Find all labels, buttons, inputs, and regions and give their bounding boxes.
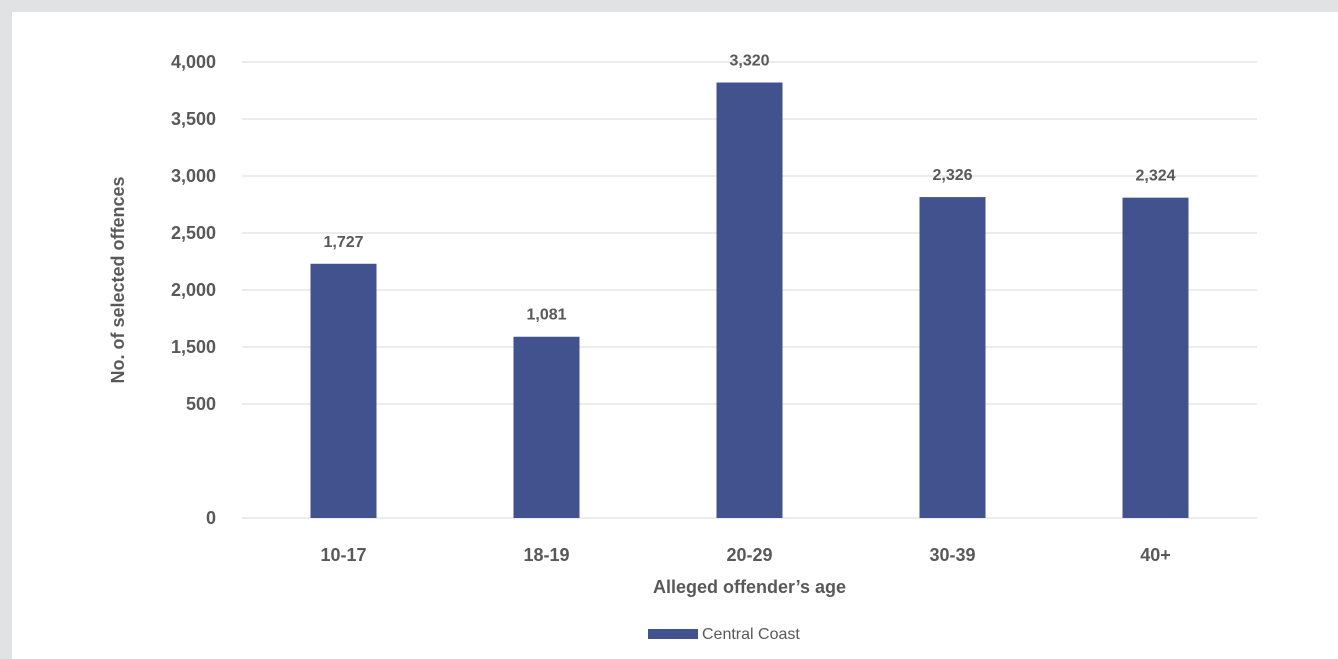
data-label: 1,081 <box>526 307 566 324</box>
legend: Central Coast <box>648 626 800 643</box>
data-labels: 1,727 1,081 3,320 2,326 2,324 <box>323 53 1175 324</box>
data-label: 2,324 <box>1135 168 1175 185</box>
data-label: 2,326 <box>932 167 972 184</box>
y-tick-label: 1,500 <box>171 337 216 357</box>
y-tick-label: 0 <box>206 508 216 528</box>
bar-18-19 <box>513 336 580 518</box>
x-tick-label: 18-19 <box>523 545 569 565</box>
bar-10-17 <box>310 263 377 518</box>
x-tick-label: 30-39 <box>929 545 975 565</box>
legend-label-central-coast: Central Coast <box>702 626 800 643</box>
y-tick-label: 3,500 <box>171 109 216 129</box>
y-axis-tick-labels: 0 500 1,500 2,000 2,500 3,000 3,500 4,000 <box>171 52 216 528</box>
chart-panel: 0 500 1,500 2,000 2,500 3,000 3,500 4,000 1,727… <box>12 12 1338 659</box>
y-tick-label: 3,000 <box>171 166 216 186</box>
bars <box>310 82 1189 519</box>
y-tick-label: 2,000 <box>171 280 216 300</box>
bar-30-39 <box>919 197 986 518</box>
data-label: 1,727 <box>323 234 363 251</box>
x-tick-label: 20-29 <box>726 545 772 565</box>
y-tick-label: 500 <box>186 394 216 414</box>
y-tick-label: 4,000 <box>171 52 216 72</box>
y-axis-title: No. of selected offences <box>108 176 128 383</box>
x-tick-label: 40+ <box>1140 545 1171 565</box>
bar-chart: 0 500 1,500 2,000 2,500 3,000 3,500 4,000 1,727… <box>108 52 1257 643</box>
x-axis-tick-labels: 10-17 18-19 20-29 30-39 40+ <box>320 545 1170 565</box>
y-tick-label: 2,500 <box>171 223 216 243</box>
data-label: 3,320 <box>729 53 769 70</box>
x-tick-label: 10-17 <box>320 545 366 565</box>
bar-40+ <box>1122 197 1189 518</box>
bar-20-29 <box>716 82 783 519</box>
x-axis-title: Alleged offender’s age <box>653 577 846 597</box>
legend-swatch-central-coast <box>648 629 698 639</box>
